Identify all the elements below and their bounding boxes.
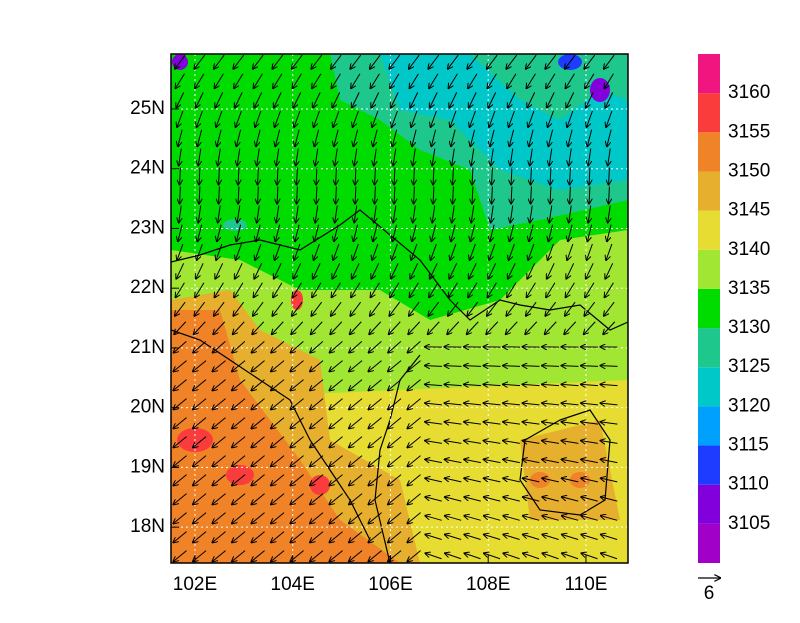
y-tick-label: 24N	[130, 158, 165, 179]
colorbar-box	[698, 446, 720, 485]
colorbar-label: 3125	[728, 356, 770, 377]
colorbar-label: 3150	[728, 160, 770, 181]
colorbar-box	[698, 406, 720, 445]
reference-vector-label: 6	[704, 583, 715, 604]
y-tick-label: 19N	[130, 456, 165, 477]
colorbar-box	[698, 289, 720, 328]
x-tick-label: 110E	[564, 574, 607, 595]
colorbar-label: 3155	[728, 121, 770, 142]
x-tick-label: 102E	[173, 574, 217, 595]
y-tick-label: 20N	[130, 397, 165, 418]
colorbar-box	[698, 93, 720, 132]
colorbar-box	[698, 132, 720, 171]
colorbar-label: 3145	[728, 200, 770, 221]
colorbar-label: 3140	[728, 239, 770, 260]
contour-region	[590, 78, 610, 102]
colorbar-box	[698, 524, 720, 563]
contour-region	[223, 219, 247, 231]
y-tick-label: 23N	[130, 217, 165, 238]
x-tick-label: 108E	[466, 574, 510, 595]
colorbar-box	[698, 54, 720, 93]
colorbar-label: 3115	[728, 435, 769, 456]
colorbar-label: 3110	[728, 474, 769, 495]
y-tick-label: 21N	[130, 337, 165, 358]
colorbar-label: 3120	[728, 395, 770, 416]
contour-region	[226, 465, 254, 485]
colorbar-label: 3130	[728, 317, 770, 338]
contour-region	[310, 475, 330, 495]
colorbar-label: 3105	[728, 513, 770, 534]
colorbar: 3105 3110 3115 3120 3125 3130 3135 3140 3145 3150…	[698, 54, 770, 563]
y-tick-label: 18N	[130, 516, 165, 537]
colorbar-box	[698, 171, 720, 210]
colorbar-box	[698, 250, 720, 289]
x-tick-label: 104E	[271, 574, 315, 595]
y-tick-label: 22N	[130, 277, 165, 298]
colorbar-box	[698, 367, 720, 406]
x-tick-label: 106E	[368, 574, 412, 595]
colorbar-box	[698, 211, 720, 250]
colorbar-box	[698, 485, 720, 524]
colorbar-label: 3135	[728, 278, 770, 299]
colorbar-label: 3160	[728, 82, 770, 103]
colorbar-box	[698, 328, 720, 367]
contour-region	[570, 472, 590, 488]
y-tick-label: 25N	[130, 98, 165, 119]
